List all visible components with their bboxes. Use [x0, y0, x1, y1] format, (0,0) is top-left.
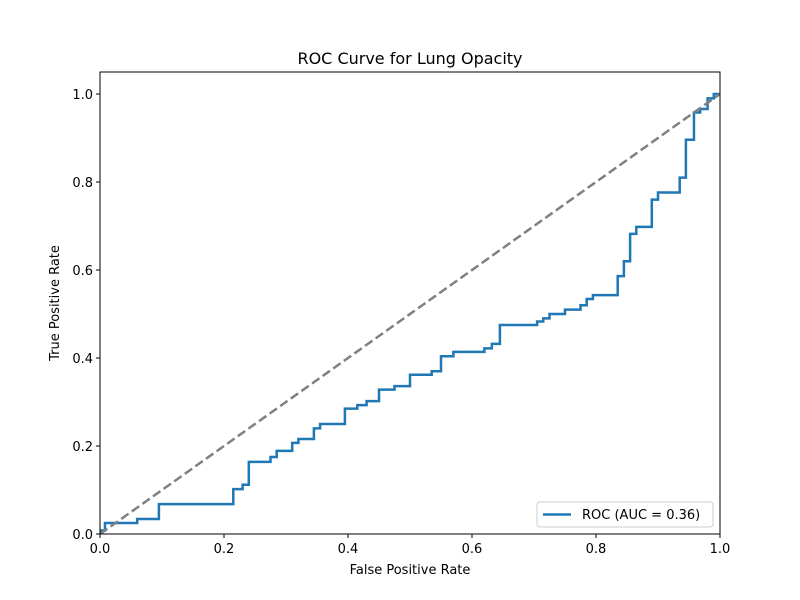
y-tick-label: 1.0	[72, 88, 93, 103]
x-tick-label: 0.8	[586, 542, 607, 557]
y-tick-label: 0.0	[72, 528, 93, 543]
plot-area: 0.0 0.2 0.4 0.6 0.8 1.0 0.0 0.2 0.4 0.6 0.8 1.0 ROC …	[72, 71, 731, 557]
x-tick-label: 0.6	[462, 542, 483, 557]
y-tick-label: 0.6	[72, 264, 93, 279]
y-axis-label: True Positive Rate	[48, 245, 63, 362]
y-tick-label: 0.2	[72, 440, 93, 455]
legend-box	[536, 501, 714, 528]
x-tick-label: 0.4	[338, 542, 359, 557]
legend-label: ROC (AUC = 0.36)	[582, 508, 700, 523]
x-tick-label: 0.2	[214, 542, 235, 557]
axes-frame	[99, 71, 721, 535]
chart-title: ROC Curve for Lung Opacity	[297, 49, 522, 68]
roc-curve-line	[100, 92, 720, 534]
x-axis-label: False Positive Rate	[350, 563, 471, 578]
x-tick-label: 0.0	[90, 542, 111, 557]
y-tick-label: 0.4	[72, 352, 93, 367]
diagonal-reference-line	[100, 92, 720, 534]
y-tick-label: 0.8	[72, 176, 93, 191]
x-tick-label: 1.0	[710, 542, 731, 557]
